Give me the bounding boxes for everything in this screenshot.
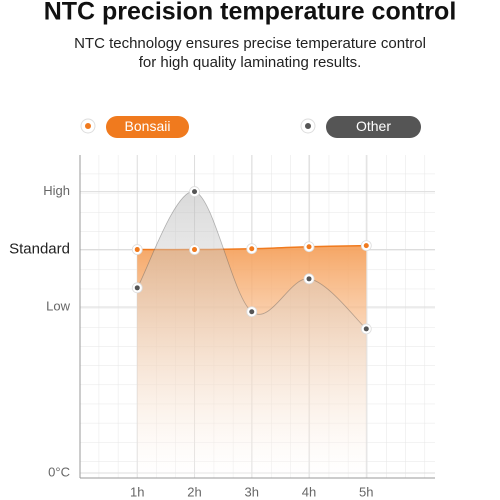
point: [249, 246, 255, 252]
subtitle: NTC technology ensures precise temperatu…: [74, 35, 426, 52]
y-tick-label: Low: [46, 298, 70, 313]
legend: Bonsaii Other: [80, 116, 421, 138]
point: [192, 189, 198, 195]
legend-pill: [106, 116, 189, 138]
subtitle: for high quality laminating results.: [139, 54, 362, 71]
point: [306, 244, 312, 250]
point: [134, 247, 140, 253]
x-tick-label: 3h: [245, 484, 259, 499]
x-tick-label: 1h: [130, 484, 144, 499]
point: [249, 309, 255, 315]
legend-label: Bonsaii: [125, 118, 171, 134]
point: [363, 243, 369, 249]
plot: [80, 155, 435, 478]
x-tick-label: 4h: [302, 484, 316, 499]
legend-dot: [85, 123, 91, 129]
legend-label: Other: [356, 118, 391, 134]
y-tick-label: High: [43, 183, 70, 198]
legend-pill: [326, 116, 421, 138]
y-tick-label: 0°C: [48, 464, 70, 479]
point: [192, 247, 198, 253]
line: [136, 191, 367, 330]
chart-title: NTC precision temperature control: [44, 0, 457, 26]
x-tick-label: 2h: [187, 484, 201, 499]
area: [137, 191, 367, 478]
y-tick-label: Standard: [9, 241, 70, 258]
legend-dot: [305, 123, 311, 129]
point: [363, 326, 369, 332]
point: [306, 276, 312, 282]
x-tick-label: 5h: [359, 484, 373, 499]
point: [134, 285, 140, 291]
